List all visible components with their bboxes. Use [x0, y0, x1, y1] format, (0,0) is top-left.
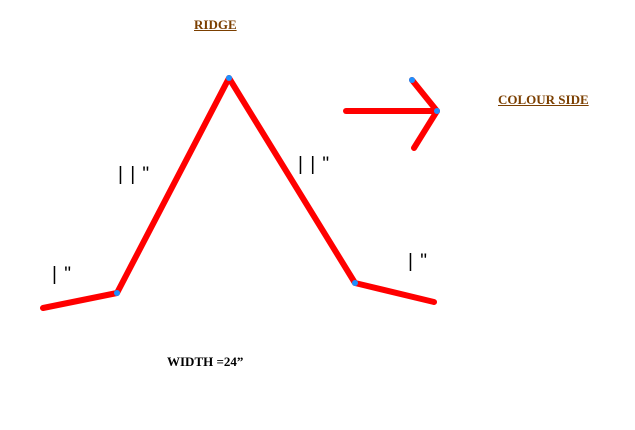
- vertex-point: [226, 75, 232, 81]
- colour-side-label: COLOUR SIDE: [498, 92, 589, 107]
- arrow-right-icon: [343, 77, 440, 151]
- arrow-head-lower: [411, 108, 440, 151]
- left-flange-dimension: | ": [52, 264, 72, 285]
- vertex-point: [114, 290, 120, 296]
- right-flange-dimension: | ": [408, 251, 428, 272]
- vertex-point: [352, 280, 358, 286]
- arrow-head-upper: [409, 77, 440, 114]
- right-slope-dimension: | | ": [298, 154, 331, 175]
- ridge-label: RIDGE: [194, 17, 237, 32]
- vertex-point: [434, 108, 440, 114]
- left-slope-dimension: | | ": [118, 164, 151, 185]
- width-label: WIDTH =24”: [167, 354, 244, 369]
- vertex-point: [409, 77, 415, 83]
